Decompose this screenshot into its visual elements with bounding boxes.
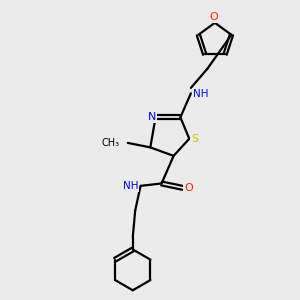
Text: N: N xyxy=(148,112,156,122)
Text: CH₃: CH₃ xyxy=(101,138,119,148)
Text: O: O xyxy=(209,12,218,22)
Text: NH: NH xyxy=(193,89,209,99)
Text: O: O xyxy=(184,183,193,193)
Text: S: S xyxy=(191,134,198,144)
Text: NH: NH xyxy=(123,181,138,191)
